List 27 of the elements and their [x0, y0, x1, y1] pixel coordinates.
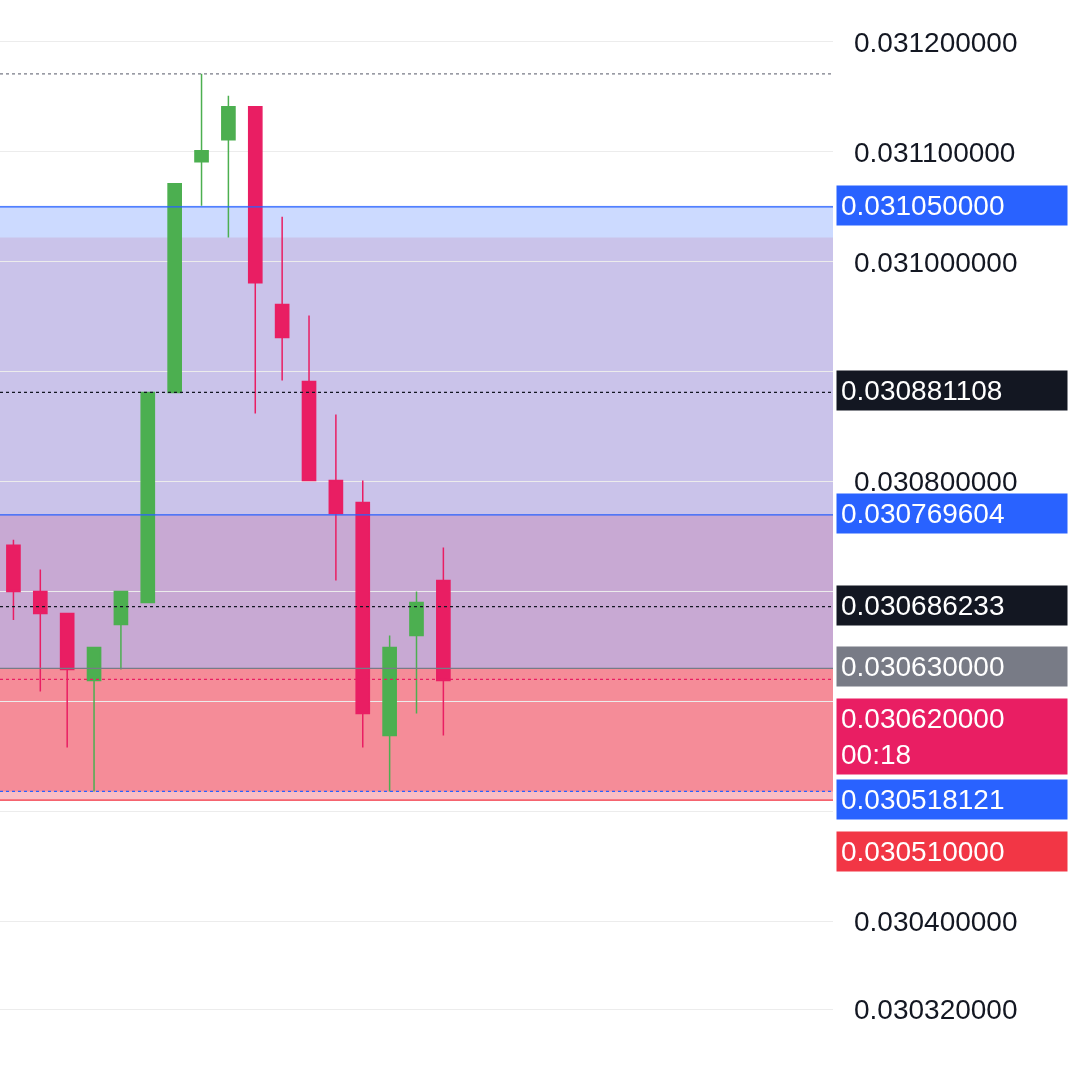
- y-tick-label: 0.031100000: [854, 136, 1016, 168]
- candlestick: [167, 182, 182, 394]
- ref-line-label: 0.031050000: [841, 190, 1005, 221]
- candlestick: [274, 215, 290, 382]
- candlestick: [113, 590, 129, 671]
- candlestick: [194, 73, 209, 207]
- y-tick-label: 0.030400000: [854, 905, 1018, 937]
- candlestick: [86, 646, 102, 793]
- ref-line-label: 0.030769604: [841, 498, 1005, 529]
- y-tick-label: 0.031000000: [854, 246, 1018, 278]
- ref-line-label: 0.030630000: [841, 651, 1005, 682]
- candlestick: [409, 590, 424, 715]
- candlestick: [301, 314, 317, 482]
- y-tick-label: 0.030800000: [854, 466, 1018, 498]
- candlestick: [6, 539, 21, 621]
- y-tick-label: 0.031200000: [854, 26, 1018, 58]
- candlestick: [221, 95, 236, 239]
- candlestick: [140, 391, 156, 604]
- ref-line-label: 0.030620000 00:18: [841, 703, 1005, 771]
- candlestick: [247, 106, 263, 415]
- ref-line-label: 0.030518121: [841, 784, 1005, 815]
- ref-line-label: 0.030510000: [841, 836, 1005, 867]
- y-tick-label: 0.030320000: [854, 993, 1018, 1025]
- candlestick: [328, 413, 344, 582]
- ref-line-label: 0.030686233: [841, 590, 1005, 621]
- candlestick: [382, 634, 397, 793]
- ref-line-label: 0.030881108: [841, 375, 1003, 406]
